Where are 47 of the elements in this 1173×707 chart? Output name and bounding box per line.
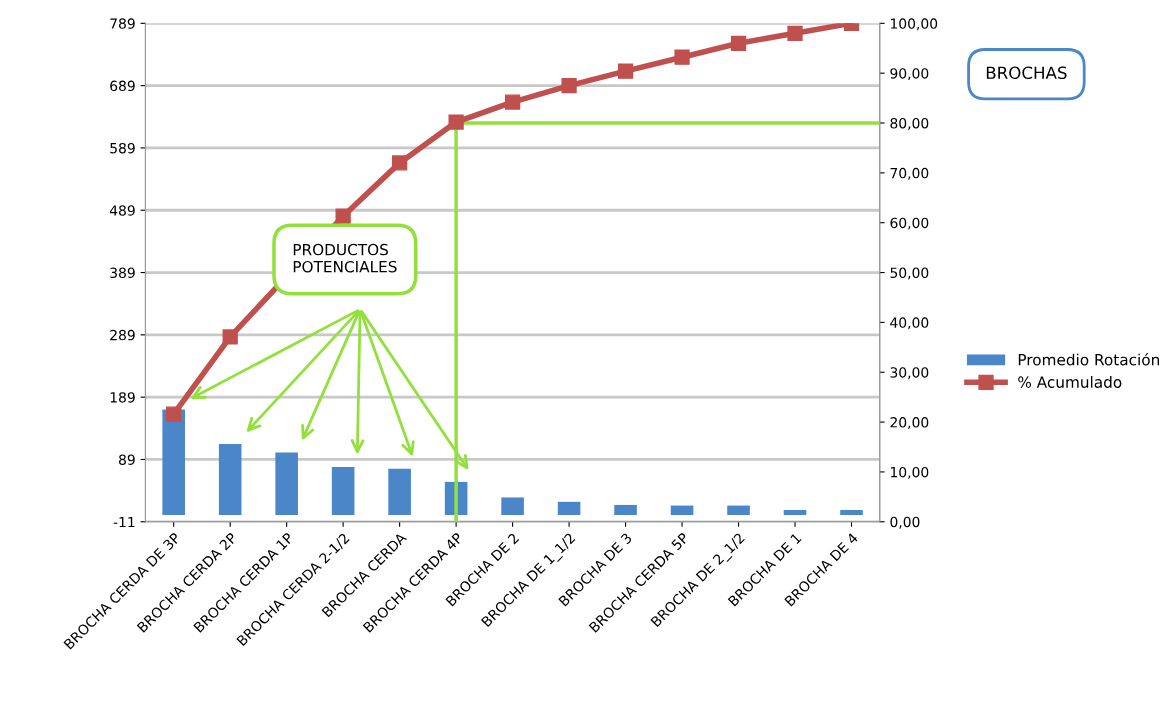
bar [388, 468, 411, 515]
bar [218, 443, 242, 515]
bar [331, 466, 355, 515]
point [674, 49, 690, 65]
y-tick-label: 89 [119, 454, 135, 465]
point [448, 114, 464, 130]
bar [727, 505, 750, 515]
bar [162, 409, 185, 515]
legend-label: % Acumulado [1018, 376, 1122, 388]
point [561, 77, 577, 94]
y-tick-label: 389 [110, 267, 135, 279]
bar [557, 501, 581, 515]
point [391, 155, 408, 171]
y-tick-label: 189 [110, 392, 135, 403]
point [504, 94, 521, 110]
y2-tick-label: 30,00 [890, 367, 929, 380]
y-tick-label: 289 [110, 329, 135, 341]
y2-tick-label: 40,00 [890, 317, 929, 330]
y2-tick-label: 60,00 [890, 217, 929, 230]
y2-tick-label: 100,00 [891, 18, 938, 31]
point [166, 406, 182, 422]
bar [614, 504, 637, 515]
point [617, 63, 634, 79]
y2-tick-label: 20,00 [890, 417, 929, 429]
y-tick-label: 689 [110, 80, 135, 92]
point [730, 35, 747, 51]
y2-tick-label: 0,00 [890, 516, 920, 529]
legend-label: Promedio Rotación [1018, 353, 1160, 366]
y2-tick-label: 50,00 [890, 267, 929, 280]
bar [783, 509, 807, 515]
point [335, 208, 351, 224]
y-tick-label: 489 [109, 205, 135, 216]
y2-tick-label: 10,00 [891, 466, 929, 479]
bar [501, 497, 524, 515]
text: BROCHAS [986, 66, 1067, 80]
y2-tick-label: 80,00 [890, 117, 929, 130]
bar [670, 505, 694, 515]
y2-tick-label: 90,00 [890, 68, 929, 81]
annotation: PRODUCTOS POTENCIALES [293, 243, 397, 273]
y-tick-label: -11 [113, 516, 135, 528]
y2-tick-label: 70,00 [890, 167, 929, 180]
y-tick-label: 789 [110, 18, 135, 29]
y-tick-label: 589 [110, 142, 135, 154]
bar [840, 509, 863, 515]
point [787, 25, 803, 41]
point [222, 329, 238, 345]
bar [275, 452, 298, 515]
